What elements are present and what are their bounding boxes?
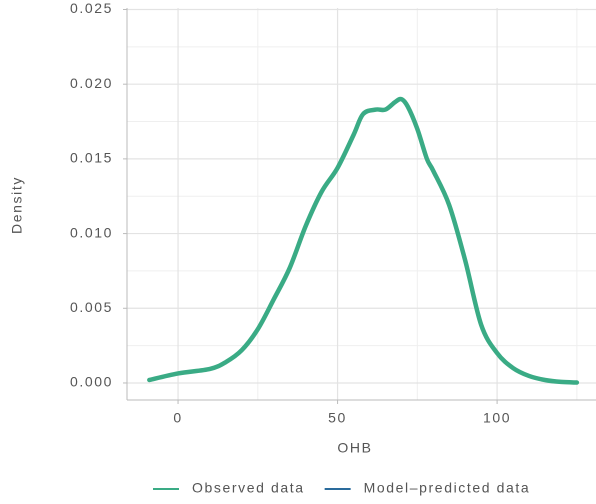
- x-tick-label: 0: [173, 410, 182, 426]
- legend-label: Model–predicted data: [364, 480, 531, 496]
- y-axis-title: Density: [9, 176, 25, 234]
- x-tick-label: 50: [328, 410, 347, 426]
- legend-label: Observed data: [192, 480, 305, 496]
- y-tick-label: 0.000: [70, 374, 113, 390]
- y-tick-label: 0.015: [70, 150, 113, 166]
- y-tick-label: 0.005: [70, 299, 113, 315]
- y-tick-label: 0.020: [70, 75, 113, 91]
- x-axis-title: OHB: [337, 440, 372, 456]
- x-tick-label: 100: [483, 410, 511, 426]
- y-tick-label: 0.010: [70, 224, 113, 240]
- y-tick-label: 0.025: [70, 0, 113, 16]
- density-line: [147, 96, 580, 385]
